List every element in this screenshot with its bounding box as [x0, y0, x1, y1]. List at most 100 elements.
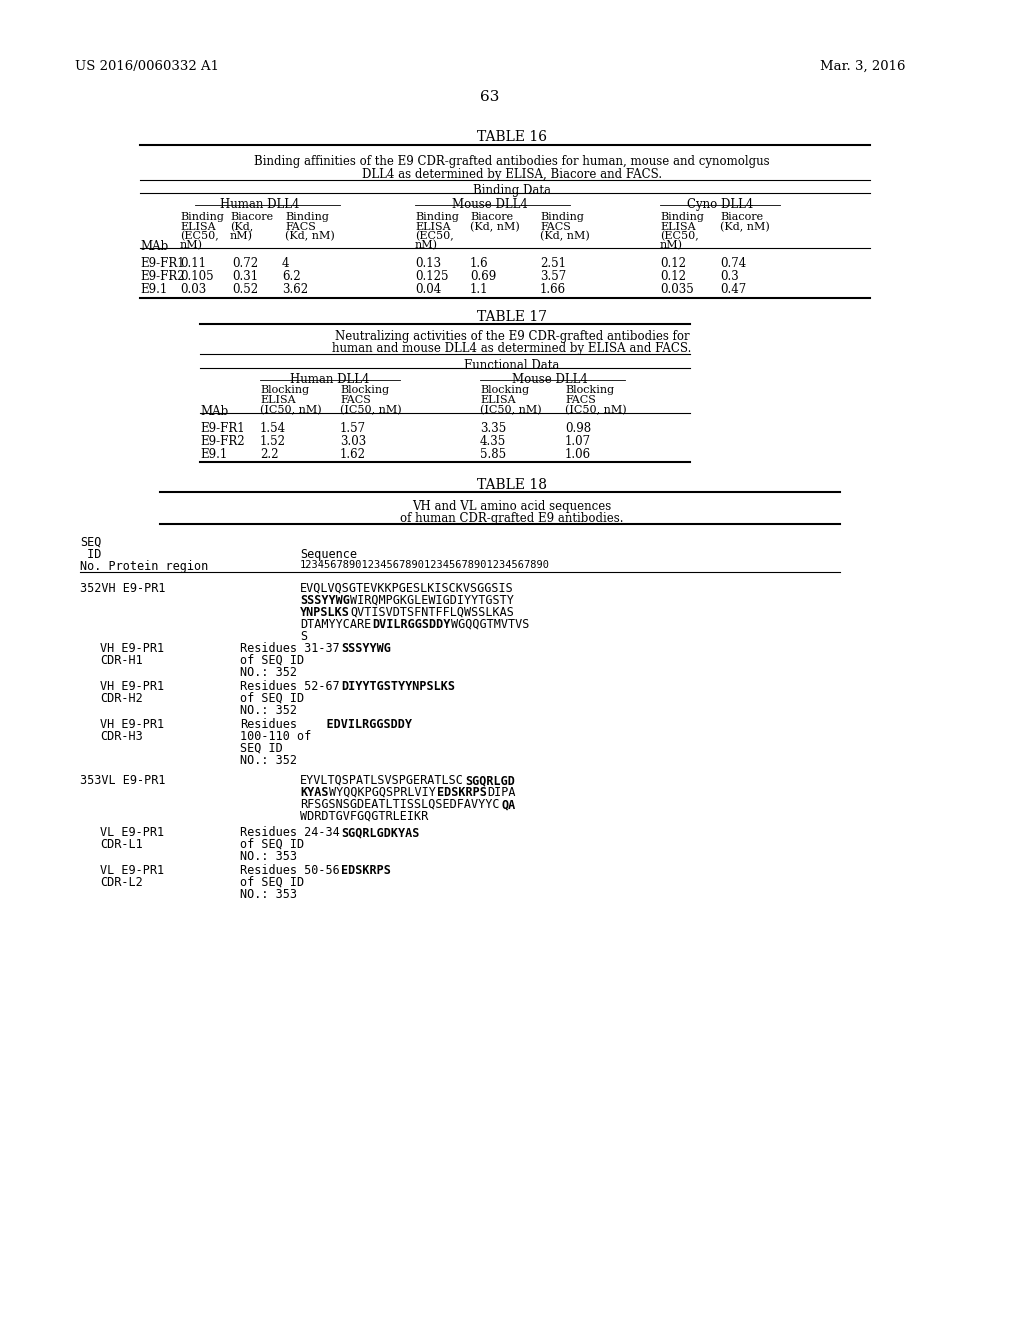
Text: YNPSLKS: YNPSLKS: [300, 606, 350, 619]
Text: KYAS: KYAS: [300, 785, 329, 799]
Text: Biacore: Biacore: [720, 213, 763, 222]
Text: SSSYYWG: SSSYYWG: [300, 594, 350, 607]
Text: (Kd, nM): (Kd, nM): [470, 222, 520, 232]
Text: Biacore: Biacore: [230, 213, 273, 222]
Text: 353VL E9-PR1: 353VL E9-PR1: [80, 774, 166, 787]
Text: Sequence: Sequence: [300, 548, 357, 561]
Text: VL E9-PR1: VL E9-PR1: [100, 826, 164, 840]
Text: Human DLL4: Human DLL4: [220, 198, 300, 211]
Text: Mouse DLL4: Mouse DLL4: [512, 374, 588, 385]
Text: 0.04: 0.04: [415, 282, 441, 296]
Text: No. Protein region: No. Protein region: [80, 560, 208, 573]
Text: VH E9-PR1: VH E9-PR1: [100, 680, 164, 693]
Text: Binding: Binding: [660, 213, 703, 222]
Text: RFSGSNSGDEATLTISSLQSEDFAVYYC: RFSGSNSGDEATLTISSLQSEDFAVYYC: [300, 799, 500, 810]
Text: 4.35: 4.35: [480, 436, 506, 447]
Text: WYQQKPGQSPRLVIY: WYQQKPGQSPRLVIY: [329, 785, 435, 799]
Text: Binding affinities of the E9 CDR-grafted antibodies for human, mouse and cynomol: Binding affinities of the E9 CDR-grafted…: [254, 154, 770, 168]
Text: SEQ: SEQ: [80, 536, 101, 549]
Text: 6.2: 6.2: [282, 271, 301, 282]
Text: 0.31: 0.31: [232, 271, 258, 282]
Text: Blocking: Blocking: [340, 385, 389, 395]
Text: 1.07: 1.07: [565, 436, 591, 447]
Text: E9.1: E9.1: [140, 282, 167, 296]
Text: QVTISVDTSFNTFFLQWSSLKAS: QVTISVDTSFNTFFLQWSSLKAS: [350, 606, 514, 619]
Text: E9-FR2: E9-FR2: [140, 271, 184, 282]
Text: DIYYTGSTYYNPSLKS: DIYYTGSTYYNPSLKS: [341, 680, 455, 693]
Text: Mouse DLL4: Mouse DLL4: [452, 198, 528, 211]
Text: (IC50, nM): (IC50, nM): [565, 405, 627, 416]
Text: Cyno DLL4: Cyno DLL4: [687, 198, 754, 211]
Text: VL E9-PR1: VL E9-PR1: [100, 865, 164, 876]
Text: TABLE 16: TABLE 16: [477, 129, 547, 144]
Text: SGQRLGDKYAS: SGQRLGDKYAS: [341, 826, 419, 840]
Text: WGQQGTMVTVS: WGQQGTMVTVS: [452, 618, 529, 631]
Text: ELISA: ELISA: [480, 395, 516, 405]
Text: of SEQ ID: of SEQ ID: [240, 876, 304, 888]
Text: 1.57: 1.57: [340, 422, 367, 436]
Text: VH and VL amino acid sequences: VH and VL amino acid sequences: [413, 500, 611, 513]
Text: 0.125: 0.125: [415, 271, 449, 282]
Text: SSSYYWG: SSSYYWG: [341, 642, 391, 655]
Text: 1.6: 1.6: [470, 257, 488, 271]
Text: 0.74: 0.74: [720, 257, 746, 271]
Text: 0.12: 0.12: [660, 271, 686, 282]
Text: ELISA: ELISA: [415, 222, 451, 232]
Text: NO.: 353: NO.: 353: [240, 850, 297, 863]
Text: EDVILRGGSDDY: EDVILRGGSDDY: [298, 718, 412, 731]
Text: of SEQ ID: of SEQ ID: [240, 692, 304, 705]
Text: (IC50, nM): (IC50, nM): [260, 405, 322, 416]
Text: Residues 24-34: Residues 24-34: [240, 826, 340, 840]
Text: Residues 31-37: Residues 31-37: [240, 642, 340, 655]
Text: EYVLTQSPATLSVSPGERATLSC: EYVLTQSPATLSVSPGERATLSC: [300, 774, 464, 787]
Text: Human DLL4: Human DLL4: [290, 374, 370, 385]
Text: 1.06: 1.06: [565, 447, 591, 461]
Text: SEQ ID: SEQ ID: [240, 742, 283, 755]
Text: Binding: Binding: [180, 213, 224, 222]
Text: 100-110 of: 100-110 of: [240, 730, 311, 743]
Text: FACS: FACS: [340, 395, 371, 405]
Text: 3.62: 3.62: [282, 282, 308, 296]
Text: 0.035: 0.035: [660, 282, 693, 296]
Text: Blocking: Blocking: [480, 385, 529, 395]
Text: Binding: Binding: [415, 213, 459, 222]
Text: ELISA: ELISA: [260, 395, 296, 405]
Text: 0.13: 0.13: [415, 257, 441, 271]
Text: 3.35: 3.35: [480, 422, 506, 436]
Text: Blocking: Blocking: [565, 385, 614, 395]
Text: Binding: Binding: [540, 213, 584, 222]
Text: of SEQ ID: of SEQ ID: [240, 838, 304, 851]
Text: Residues 52-67: Residues 52-67: [240, 680, 340, 693]
Text: (Kd,: (Kd,: [230, 222, 253, 232]
Text: (Kd, nM): (Kd, nM): [720, 222, 770, 232]
Text: Residues: Residues: [240, 718, 297, 731]
Text: 0.12: 0.12: [660, 257, 686, 271]
Text: Neutralizing activities of the E9 CDR-grafted antibodies for: Neutralizing activities of the E9 CDR-gr…: [335, 330, 689, 343]
Text: VH E9-PR1: VH E9-PR1: [100, 642, 164, 655]
Text: nM): nM): [660, 240, 683, 251]
Text: NO.: 352: NO.: 352: [240, 754, 297, 767]
Text: 0.47: 0.47: [720, 282, 746, 296]
Text: CDR-H2: CDR-H2: [100, 692, 142, 705]
Text: 0.72: 0.72: [232, 257, 258, 271]
Text: nM): nM): [230, 231, 253, 242]
Text: 1.54: 1.54: [260, 422, 286, 436]
Text: FACS: FACS: [285, 222, 315, 232]
Text: ELISA: ELISA: [180, 222, 216, 232]
Text: US 2016/0060332 A1: US 2016/0060332 A1: [75, 59, 219, 73]
Text: MAb: MAb: [140, 240, 168, 253]
Text: FACS: FACS: [565, 395, 596, 405]
Text: 0.52: 0.52: [232, 282, 258, 296]
Text: 3.03: 3.03: [340, 436, 367, 447]
Text: 0.03: 0.03: [180, 282, 206, 296]
Text: Binding Data: Binding Data: [473, 183, 551, 197]
Text: NO.: 352: NO.: 352: [240, 667, 297, 678]
Text: EVQLVQSGTEVKKPGESLKISCKVSGGSIS: EVQLVQSGTEVKKPGESLKISCKVSGGSIS: [300, 582, 514, 595]
Text: 1.66: 1.66: [540, 282, 566, 296]
Text: Mar. 3, 2016: Mar. 3, 2016: [820, 59, 905, 73]
Text: DLL4 as determined by ELISA, Biacore and FACS.: DLL4 as determined by ELISA, Biacore and…: [361, 168, 663, 181]
Text: (EC50,: (EC50,: [180, 231, 219, 242]
Text: NO.: 352: NO.: 352: [240, 704, 297, 717]
Text: E9.1: E9.1: [200, 447, 227, 461]
Text: DVILRGGSDDY: DVILRGGSDDY: [372, 618, 451, 631]
